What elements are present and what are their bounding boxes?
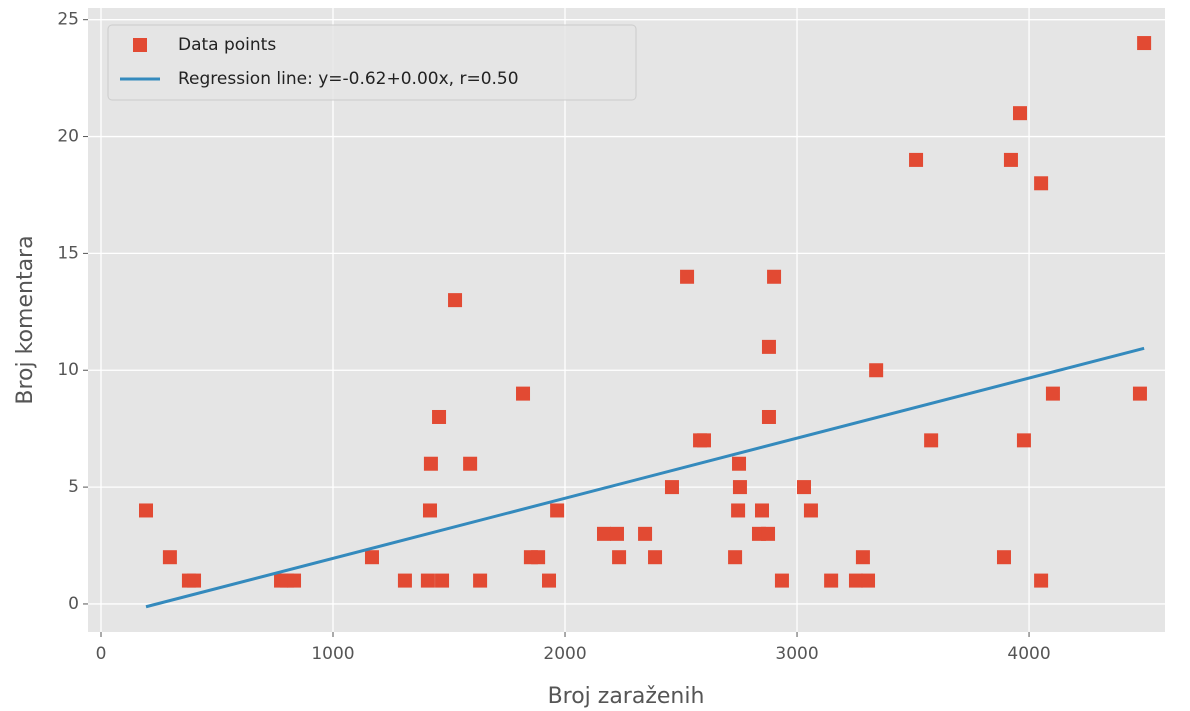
data-point	[680, 269, 695, 284]
data-point	[397, 573, 412, 588]
data-point	[463, 456, 478, 471]
y-tick-label: 20	[57, 127, 79, 147]
regression-line	[145, 346, 1145, 609]
x-tick-label: 1000	[311, 644, 354, 664]
legend: Data points Regression line: y=-0.62+0.00…	[107, 24, 637, 101]
data-point	[796, 480, 811, 495]
data-point	[596, 526, 611, 541]
data-point	[516, 386, 531, 401]
data-point	[767, 269, 782, 284]
data-point	[855, 550, 870, 565]
y-tick-label: 15	[57, 243, 79, 263]
data-point	[531, 550, 546, 565]
x-tick-label: 0	[96, 644, 107, 664]
data-point	[187, 573, 202, 588]
data-point	[754, 503, 769, 518]
data-point	[435, 573, 450, 588]
data-point	[287, 573, 302, 588]
data-point	[996, 550, 1011, 565]
data-point	[728, 550, 743, 565]
data-point	[824, 573, 839, 588]
legend-box	[107, 24, 637, 101]
y-axis-label: Broj komentara	[13, 235, 38, 404]
data-point	[423, 456, 438, 471]
data-point	[696, 433, 711, 448]
legend-marker	[133, 38, 147, 52]
data-point	[422, 503, 437, 518]
data-point	[1003, 152, 1018, 167]
plot-area	[88, 8, 1165, 632]
data-point	[1132, 386, 1147, 401]
data-point	[732, 456, 747, 471]
data-point	[609, 526, 624, 541]
data-point	[612, 550, 627, 565]
legend-label: Data points	[178, 35, 276, 55]
y-tick-label: 10	[57, 360, 79, 380]
data-point	[420, 573, 435, 588]
data-point	[1045, 386, 1060, 401]
data-point	[448, 293, 463, 308]
data-point	[648, 550, 663, 565]
data-point	[761, 526, 776, 541]
x-tick-label: 3000	[775, 644, 818, 664]
data-point	[473, 573, 488, 588]
data-point	[1034, 573, 1049, 588]
data-point	[162, 550, 177, 565]
data-point	[1034, 176, 1049, 191]
data-point	[731, 503, 746, 518]
data-point	[761, 339, 776, 354]
data-point	[803, 503, 818, 518]
data-point	[848, 573, 863, 588]
data-point	[861, 573, 876, 588]
legend-label: Regression line: y=-0.62+0.00x, r=0.50	[178, 69, 519, 89]
data-point	[774, 573, 789, 588]
data-point	[364, 550, 379, 565]
data-point	[638, 526, 653, 541]
y-tick-label: 0	[68, 594, 79, 614]
data-point	[542, 573, 557, 588]
x-tick-label: 2000	[543, 644, 586, 664]
data-point	[664, 480, 679, 495]
x-axis-label: Broj zaraženih	[548, 684, 705, 709]
y-tick-label: 5	[68, 477, 79, 497]
data-point	[869, 363, 884, 378]
data-point	[1137, 36, 1152, 51]
data-point	[909, 152, 924, 167]
x-tick-label: 4000	[1007, 644, 1050, 664]
data-point	[761, 409, 776, 424]
data-point	[732, 480, 747, 495]
data-point	[924, 433, 939, 448]
data-point	[1016, 433, 1031, 448]
y-tick-label: 25	[57, 10, 79, 30]
data-point	[550, 503, 565, 518]
data-point	[432, 409, 447, 424]
data-point	[139, 503, 154, 518]
data-point	[1012, 106, 1027, 121]
